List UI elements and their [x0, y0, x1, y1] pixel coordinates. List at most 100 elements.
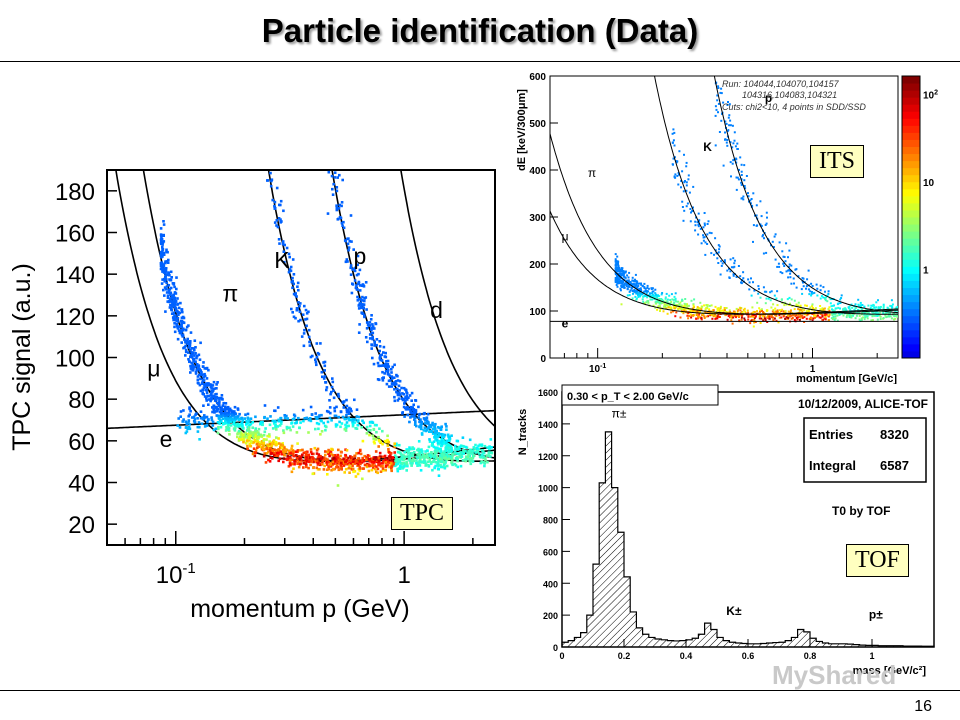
tpc-point: [305, 454, 308, 457]
tpc-point: [270, 178, 274, 181]
tpc-point: [359, 452, 363, 456]
tpc-point: [192, 416, 196, 419]
its-colorbar-base: 10: [923, 91, 935, 102]
tpc-point: [192, 367, 195, 371]
tpc-point: [409, 410, 412, 413]
tpc-point: [411, 461, 414, 465]
tpc-ytick-label: 160: [55, 221, 95, 248]
its-point: [715, 310, 718, 313]
tpc-point: [210, 398, 213, 401]
tpc-point: [252, 447, 256, 450]
tpc-point: [450, 449, 454, 452]
its-point: [805, 317, 808, 320]
tpc-point: [408, 459, 412, 462]
tpc-point: [448, 439, 451, 442]
its-point: [811, 305, 814, 308]
its-point: [750, 198, 753, 200]
its-point: [812, 307, 814, 310]
tpc-point: [357, 297, 361, 301]
tpc-point: [326, 450, 330, 454]
tpc-point: [257, 431, 260, 434]
tpc-point: [320, 430, 324, 433]
its-point: [830, 317, 833, 320]
its-point: [706, 305, 709, 308]
tpc-point: [324, 381, 327, 384]
tpc-point: [277, 217, 281, 220]
its-point: [737, 308, 740, 311]
tof-bin: [841, 643, 848, 647]
its-point: [814, 307, 817, 310]
tpc-point: [234, 424, 238, 427]
tpc-point: [353, 267, 356, 270]
tpc-point: [211, 384, 215, 387]
tpc-point: [279, 199, 283, 203]
its-point: [729, 161, 732, 164]
tpc-point: [290, 447, 293, 450]
its-point: [757, 285, 760, 288]
tpc-point: [344, 426, 348, 429]
tpc-point: [308, 456, 311, 460]
its-colorbar-step: [902, 167, 920, 176]
tpc-point: [349, 407, 352, 411]
tpc-point: [379, 455, 382, 458]
tpc-point: [423, 460, 426, 463]
its-point: [736, 148, 739, 150]
tof-bin: [655, 639, 662, 647]
its-point: [798, 315, 801, 318]
tpc-point: [352, 457, 355, 461]
its-point: [680, 307, 683, 310]
its-point: [752, 325, 755, 328]
its-point: [671, 298, 674, 301]
its-point: [785, 316, 788, 319]
its-point: [731, 162, 734, 165]
tpc-point: [423, 411, 426, 415]
tpc-point: [164, 260, 167, 263]
tpc-point: [424, 450, 427, 453]
its-point: [882, 312, 885, 315]
tpc-xtick-label: 1: [397, 562, 410, 589]
tpc-point: [349, 455, 352, 458]
tpc-point: [438, 455, 442, 459]
its-point: [827, 308, 830, 311]
its-point: [733, 139, 736, 142]
its-point: [896, 315, 898, 318]
tpc-point: [357, 272, 360, 276]
tpc-point: [319, 463, 322, 467]
tpc-point: [176, 337, 180, 341]
tpc-point: [412, 408, 415, 411]
tpc-point: [438, 459, 442, 463]
tpc-point: [284, 450, 287, 454]
its-point: [666, 312, 669, 315]
its-point: [694, 220, 697, 223]
tpc-point: [166, 296, 170, 299]
tpc-point: [184, 348, 188, 352]
its-point: [717, 85, 720, 88]
tpc-point: [290, 444, 294, 448]
tpc-point: [276, 451, 280, 455]
tpc-point: [244, 431, 247, 435]
its-point: [720, 92, 723, 95]
tpc-point: [340, 221, 344, 225]
its-info-1: Run: 104044,104070,104157: [722, 79, 840, 89]
its-point: [620, 273, 623, 276]
tpc-point: [447, 451, 450, 454]
tpc-point: [220, 396, 223, 400]
tpc-point: [173, 302, 177, 306]
tpc-point: [397, 397, 401, 400]
tpc-point: [416, 464, 419, 467]
its-point: [732, 257, 735, 260]
tpc-point: [336, 465, 340, 469]
tpc-point: [408, 455, 411, 458]
tpc-point: [304, 453, 308, 456]
tpc-point: [295, 295, 298, 298]
tpc-point: [424, 462, 428, 466]
tpc-point: [245, 439, 249, 442]
its-point: [659, 300, 662, 303]
tpc-point: [332, 462, 335, 465]
its-point: [740, 170, 743, 173]
tpc-point: [264, 461, 268, 464]
tpc-point: [165, 281, 168, 285]
its-colorbar-step: [902, 350, 920, 359]
its-point: [731, 316, 733, 319]
its-colorbar-step: [902, 160, 920, 169]
